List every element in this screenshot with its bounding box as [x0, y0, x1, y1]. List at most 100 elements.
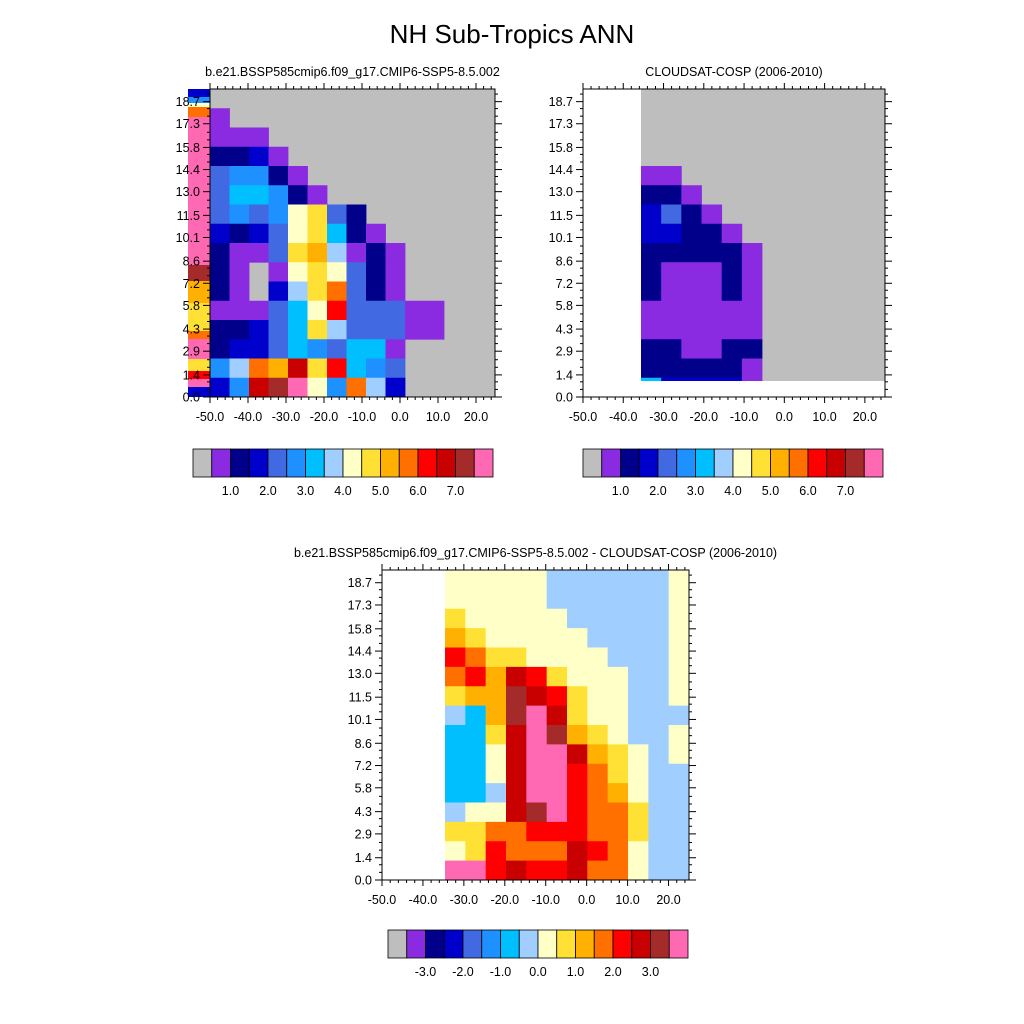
- y-tick-label: 8.6: [556, 255, 573, 269]
- colorbar-label: 1.0: [222, 484, 239, 498]
- heatmap-cell: [327, 377, 347, 398]
- x-tick-label: -20.0: [310, 410, 339, 424]
- heatmap-cell: [188, 117, 210, 265]
- heatmap-cell: [628, 821, 649, 842]
- heatmap-cell: [661, 339, 682, 359]
- heatmap-cell: [346, 377, 367, 398]
- colorbar-label: -2.0: [452, 965, 474, 979]
- heatmap-cell: [721, 243, 743, 263]
- heatmap-cell: [445, 608, 466, 629]
- heatmap-cell: [567, 628, 588, 648]
- heatmap-cell: [229, 281, 250, 302]
- colorbar-box: [406, 929, 426, 959]
- blank-region: [641, 381, 885, 397]
- heatmap-cell: [465, 570, 487, 590]
- y-tick-label: 5.8: [556, 299, 573, 313]
- heatmap-cell: [648, 666, 670, 687]
- heatmap-cell: [587, 763, 609, 784]
- colorbar-box: [342, 448, 363, 478]
- colorbar-box: [380, 448, 400, 478]
- heatmap-cell: [506, 705, 527, 726]
- colorbar-box: [638, 448, 659, 478]
- colorbar-box: [500, 929, 520, 959]
- heatmap-cell: [485, 628, 507, 648]
- heatmap-cell: [268, 223, 289, 244]
- y-tick-label: 10.1: [549, 231, 573, 245]
- colorbar-box: [770, 448, 790, 478]
- heatmap-cell: [465, 628, 487, 648]
- heatmap-cell: [424, 320, 445, 340]
- figure-title: NH Sub-Tropics ANN: [390, 19, 635, 49]
- heatmap-cell: [445, 841, 466, 862]
- colorbar-box: [305, 448, 325, 478]
- x-tick-label: 20.0: [853, 410, 877, 424]
- heatmap-cell: [648, 589, 670, 610]
- colorbar-box: [668, 929, 689, 959]
- heatmap-cell: [346, 262, 367, 282]
- heatmap-cell: [628, 628, 649, 648]
- y-tick-label: 15.8: [176, 141, 200, 155]
- heatmap-cell: [485, 570, 507, 590]
- heatmap-cell: [668, 705, 690, 726]
- heatmap-cell: [485, 744, 507, 765]
- heatmap-cell: [506, 841, 527, 862]
- heatmap-cell: [268, 185, 289, 205]
- colorbar-box: [751, 448, 771, 478]
- heatmap-cell: [229, 320, 250, 340]
- colorbar-box: [575, 929, 595, 959]
- heatmap-cell: [506, 666, 527, 687]
- heatmap-cell: [721, 300, 743, 321]
- heatmap-cell: [661, 223, 682, 244]
- heatmap-cell: [648, 763, 670, 784]
- heatmap-cell: [721, 358, 743, 379]
- heatmap-cell: [567, 686, 588, 707]
- heatmap-cell: [546, 647, 568, 668]
- heatmap-cell: [526, 570, 548, 590]
- heatmap-cell: [506, 821, 527, 842]
- colorbar-label: -1.0: [490, 965, 512, 979]
- heatmap-cell: [607, 821, 629, 842]
- heatmap-cell: [210, 204, 230, 225]
- heatmap-cell: [188, 103, 210, 107]
- colorbar-label: 7.0: [837, 484, 854, 498]
- heatmap-cell: [681, 262, 702, 282]
- heatmap-cell: [445, 783, 466, 803]
- heatmap-cell: [485, 705, 507, 726]
- y-tick-label: 4.3: [183, 323, 200, 337]
- heatmap-cell: [546, 821, 568, 842]
- heatmap-cell: [288, 166, 308, 186]
- y-tick-label: 1.4: [355, 851, 372, 865]
- colorbar-box: [807, 448, 828, 478]
- y-tick-label: 10.1: [176, 231, 200, 245]
- heatmap-cell: [668, 783, 690, 803]
- heatmap-cell: [506, 725, 527, 745]
- heatmap-cell: [465, 686, 487, 707]
- heatmap-cell: [526, 628, 548, 648]
- heatmap-cell: [188, 107, 210, 117]
- heatmap-cell: [567, 821, 588, 842]
- heatmap-cell: [648, 860, 670, 881]
- heatmap-cell: [546, 666, 568, 687]
- y-tick-label: 4.3: [355, 805, 372, 819]
- heatmap-cell: [641, 243, 662, 263]
- heatmap-cell: [210, 127, 230, 148]
- heatmap-cell: [628, 647, 649, 668]
- heatmap-cell: [526, 705, 548, 726]
- heatmap-cell: [721, 223, 743, 244]
- heatmap-cell: [327, 339, 347, 359]
- heatmap-cell: [188, 303, 210, 331]
- heatmap-cell: [210, 377, 230, 398]
- heatmap-cell: [567, 763, 588, 784]
- heatmap-cell: [268, 300, 289, 321]
- heatmap-cell: [681, 185, 702, 205]
- heatmap-cell: [546, 705, 568, 726]
- colorbar-box: [443, 929, 464, 959]
- colorbar-box: [518, 929, 539, 959]
- heatmap-cell: [385, 262, 406, 282]
- heatmap-cell: [661, 204, 682, 225]
- colorbar-box: [481, 929, 501, 959]
- heatmap-cell: [366, 358, 386, 379]
- heatmap-cell: [668, 647, 690, 668]
- heatmap-cell: [546, 802, 568, 823]
- heatmap-cell: [465, 725, 487, 745]
